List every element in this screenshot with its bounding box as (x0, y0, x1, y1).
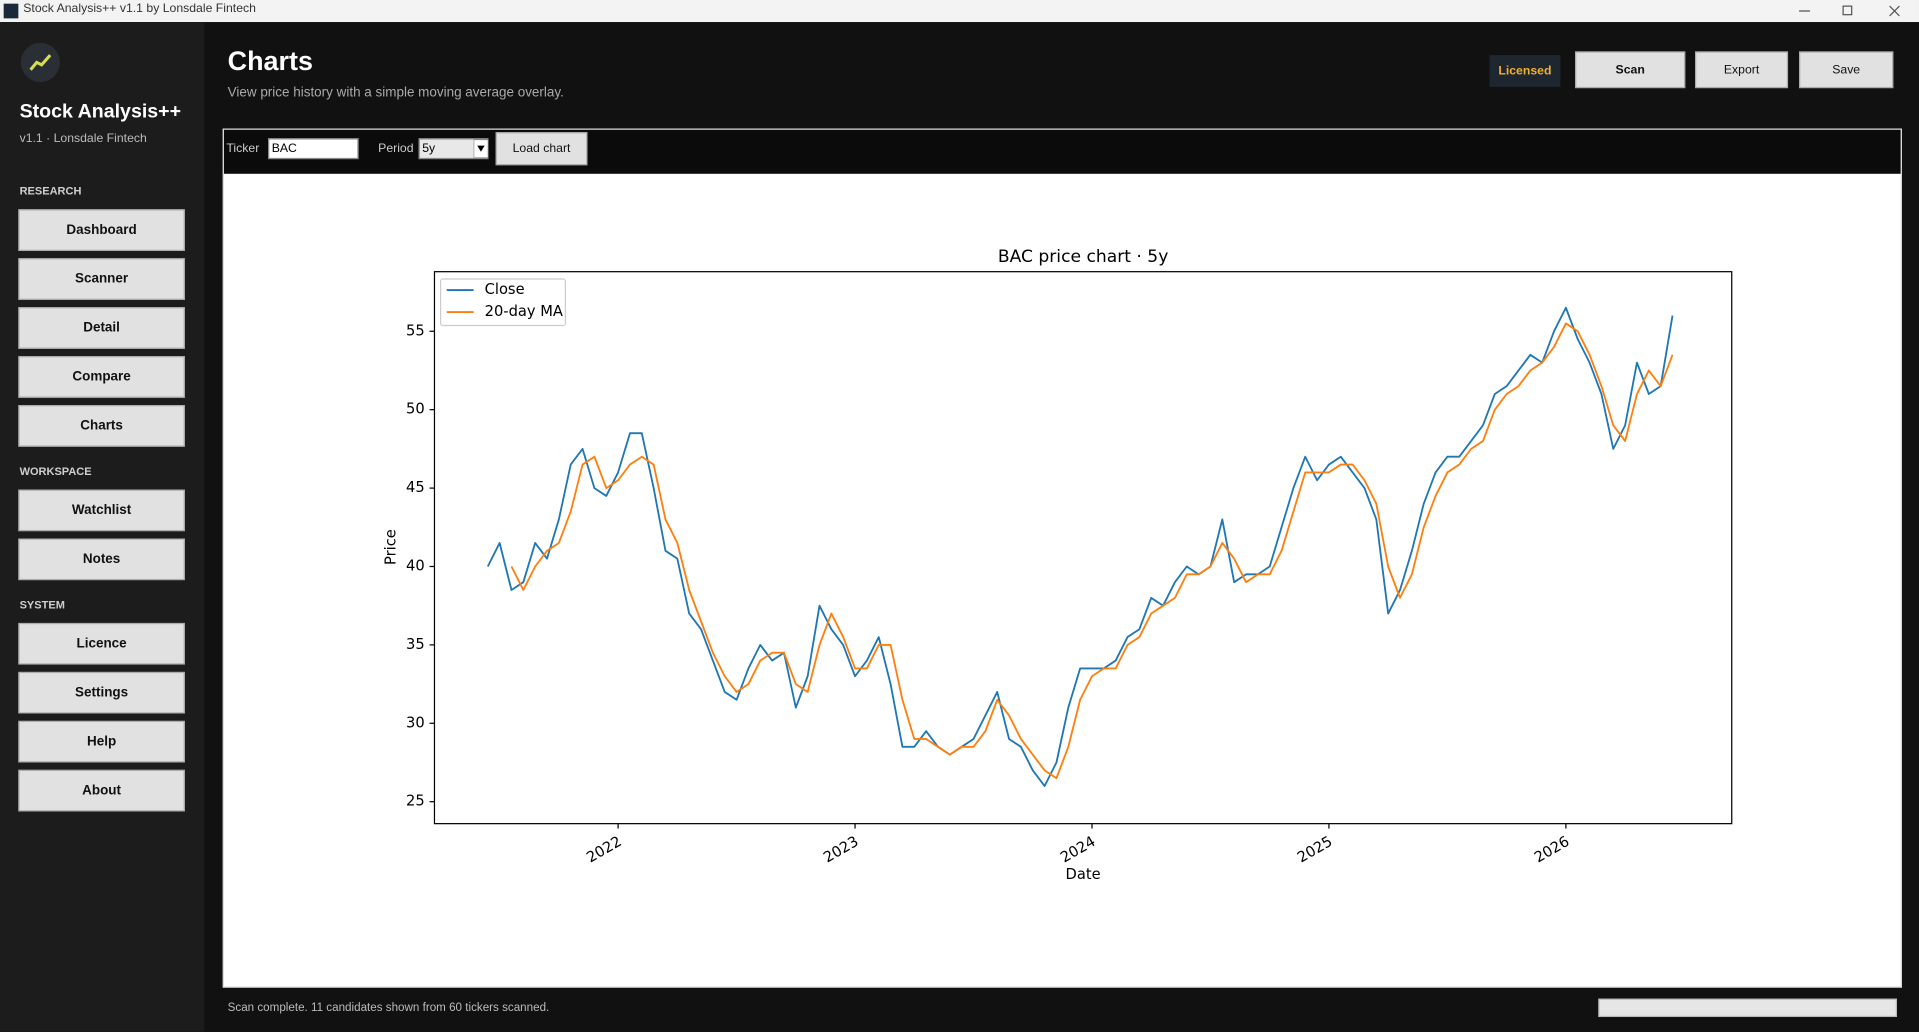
page-subtitle: View price history with a simple moving … (227, 85, 564, 101)
x-tick-label: 2026 (1531, 833, 1572, 866)
nav-button[interactable]: Notes (18, 538, 185, 581)
section-label: SYSTEM (19, 598, 65, 611)
nav-button[interactable]: Scanner (18, 258, 185, 300)
x-tick-label: 2024 (1058, 833, 1099, 866)
y-tick-label: 35 (406, 636, 425, 653)
y-tick-label: 40 (406, 557, 425, 574)
status-message: Scan complete. 11 candidates shown from … (227, 1001, 550, 1015)
nav-button[interactable]: Compare (18, 356, 185, 398)
page-title: Charts (227, 45, 313, 76)
progress-bar (1598, 998, 1897, 1018)
chart-toolbar: Ticker BAC Period 5y Load chart (223, 129, 1901, 174)
series-line (510, 322, 1674, 780)
period-label: Period (378, 141, 414, 156)
x-tick-label: 2023 (821, 833, 862, 866)
nav-button[interactable]: Dashboard (18, 209, 185, 251)
legend-label: Close (485, 281, 525, 298)
plot-frame (433, 271, 1733, 825)
price-chart: BAC price chart · 5y Date Price 25 30 35 40… (383, 247, 1733, 883)
logo (20, 42, 60, 82)
nav-button[interactable]: Detail (18, 307, 185, 349)
series-line (486, 306, 1674, 787)
legend-label: 20-day MA (485, 303, 563, 320)
ticker-label: Ticker (226, 141, 260, 156)
x-axis-label: Date (1066, 866, 1101, 883)
action-button[interactable]: Export (1695, 51, 1789, 89)
y-tick-label: 55 (406, 322, 425, 339)
nav-button[interactable]: Settings (18, 671, 185, 714)
app-name: Stock Analysis++ (19, 101, 182, 123)
period-value: 5y (422, 141, 436, 156)
section-label: WORKSPACE (19, 465, 92, 478)
title-bar: Stock Analysis++ v1.1 by Lonsdale Fintec… (0, 0, 1919, 23)
action-button[interactable]: Save (1799, 51, 1894, 89)
app-version: v1.1 · Lonsdale Fintech (19, 132, 147, 146)
dropdown-arrow (473, 139, 489, 158)
y-tick-label: 45 (406, 479, 425, 496)
y-tick-label: 30 (406, 714, 425, 731)
nav-button[interactable]: Charts (18, 405, 185, 447)
x-tick-label: 2022 (584, 833, 625, 866)
app-icon (3, 3, 19, 19)
y-tick-label: 25 (406, 793, 425, 810)
x-tick-label: 2025 (1295, 833, 1336, 866)
section-label: RESEARCH (19, 184, 82, 198)
y-tick-label: 50 (406, 401, 425, 418)
chart-title: BAC price chart · 5y (998, 247, 1169, 267)
nav-button[interactable]: Licence (18, 622, 185, 665)
window-title: Stock Analysis++ v1.1 by Lonsdale Fintec… (23, 2, 256, 16)
nav-button[interactable]: About (18, 769, 185, 812)
ticker-input[interactable]: BAC (268, 138, 359, 160)
nav-button[interactable]: Help (18, 720, 185, 763)
window-controls[interactable] (1787, 0, 1919, 22)
load-chart-button[interactable]: Load chart (495, 132, 588, 166)
nav-button[interactable]: Watchlist (18, 489, 185, 532)
period-select[interactable]: 5y (418, 138, 489, 160)
licence-badge: Licensed (1489, 55, 1561, 87)
action-button[interactable]: Scan (1575, 51, 1686, 89)
y-axis-label: Price (383, 529, 400, 565)
